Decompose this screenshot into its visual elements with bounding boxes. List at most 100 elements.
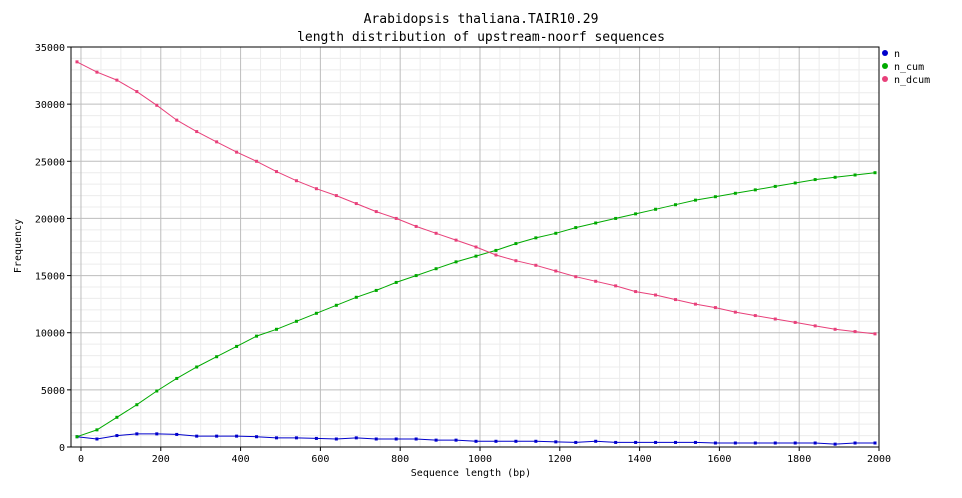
data-point <box>195 434 199 438</box>
data-point <box>534 439 538 443</box>
data-point <box>873 332 877 336</box>
legend-item-n: n <box>882 49 900 60</box>
data-point <box>614 284 618 288</box>
data-point <box>773 184 777 188</box>
x-tick-label: 600 <box>311 454 329 465</box>
x-tick-label: 1000 <box>468 454 492 465</box>
data-point <box>674 440 678 444</box>
data-point <box>175 118 179 122</box>
x-axis-ticks: 0 200 400 600 800 1000 1200 1400 1600 1800 2000 <box>78 447 891 465</box>
data-point <box>215 434 219 438</box>
data-point <box>554 440 558 444</box>
data-point <box>654 440 658 444</box>
data-point <box>115 434 119 438</box>
data-point <box>115 415 119 419</box>
data-point <box>594 221 598 225</box>
data-point <box>733 191 737 195</box>
y-tick-label: 10000 <box>35 329 65 340</box>
x-tick-label: 400 <box>232 454 250 465</box>
data-point <box>574 226 578 230</box>
data-point <box>733 441 737 445</box>
data-point <box>654 207 658 211</box>
data-point <box>693 302 697 306</box>
minor-gridlines <box>71 47 879 447</box>
data-point <box>713 441 717 445</box>
x-tick-label: 0 <box>78 454 84 465</box>
data-point <box>175 376 179 380</box>
data-point <box>215 355 219 359</box>
data-point <box>534 263 538 267</box>
data-point <box>833 327 837 331</box>
data-point <box>514 259 518 263</box>
data-point <box>334 437 338 441</box>
data-point <box>494 439 498 443</box>
data-point <box>454 260 458 264</box>
data-point <box>175 432 179 436</box>
series-n-dcum <box>75 60 877 336</box>
data-point <box>614 216 618 220</box>
data-point <box>394 280 398 284</box>
data-point <box>853 173 857 177</box>
y-tick-label: 30000 <box>35 100 65 111</box>
data-point <box>354 436 358 440</box>
data-point <box>654 293 658 297</box>
data-point <box>853 441 857 445</box>
data-point <box>693 198 697 202</box>
data-point <box>713 306 717 310</box>
data-point <box>634 440 638 444</box>
data-point <box>574 440 578 444</box>
data-point <box>793 441 797 445</box>
data-point <box>294 436 298 440</box>
data-point <box>95 437 99 441</box>
y-tick-label: 5000 <box>41 386 65 397</box>
data-point <box>215 140 219 144</box>
data-point <box>434 438 438 442</box>
x-tick-label: 2000 <box>867 454 891 465</box>
y-tick-label: 25000 <box>35 157 65 168</box>
data-point <box>274 327 278 331</box>
data-point <box>494 253 498 257</box>
series-n-cum <box>75 171 877 439</box>
y-tick-label: 0 <box>59 443 65 454</box>
data-point <box>793 320 797 324</box>
data-point <box>235 434 239 438</box>
x-tick-label: 1200 <box>548 454 572 465</box>
data-point <box>314 436 318 440</box>
data-point <box>674 298 678 302</box>
data-point <box>594 439 598 443</box>
data-point <box>454 438 458 442</box>
data-point <box>294 179 298 183</box>
data-point <box>75 435 79 439</box>
data-point <box>374 288 378 292</box>
data-point <box>414 274 418 278</box>
legend-marker <box>882 63 888 69</box>
legend: n n_cum n_dcum <box>882 49 930 86</box>
series-layer <box>75 60 877 446</box>
data-point <box>235 150 239 154</box>
data-point <box>374 437 378 441</box>
data-point <box>195 365 199 369</box>
data-point <box>833 175 837 179</box>
data-point <box>274 436 278 440</box>
x-tick-label: 1600 <box>707 454 731 465</box>
data-point <box>255 435 259 439</box>
legend-label: n_cum <box>894 62 924 73</box>
x-axis-label: Sequence length (bp) <box>411 468 531 479</box>
data-point <box>75 60 79 64</box>
data-point <box>514 242 518 246</box>
data-point <box>195 130 199 134</box>
data-point <box>554 231 558 235</box>
data-point <box>255 159 259 163</box>
legend-marker <box>882 50 888 56</box>
chart-title: Arabidopsis thaliana.TAIR10.29 <box>364 12 599 27</box>
data-point <box>713 195 717 199</box>
data-point <box>474 254 478 258</box>
data-point <box>753 441 757 445</box>
series-line-n-dcum <box>76 61 876 335</box>
data-point <box>235 344 239 348</box>
legend-label: n_dcum <box>894 75 930 86</box>
legend-label: n <box>894 49 900 60</box>
data-point <box>155 103 159 107</box>
data-point <box>394 216 398 220</box>
